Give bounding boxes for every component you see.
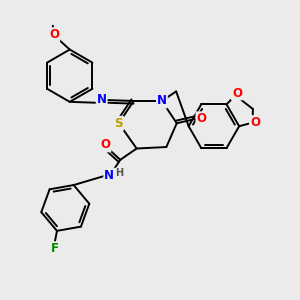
- Text: O: O: [250, 116, 260, 129]
- Text: H: H: [115, 169, 123, 178]
- Text: S: S: [115, 117, 123, 130]
- Text: N: N: [104, 169, 114, 182]
- Text: N: N: [157, 94, 167, 107]
- Text: F: F: [51, 242, 58, 255]
- Text: O: O: [196, 112, 206, 125]
- Text: O: O: [49, 28, 59, 41]
- Text: O: O: [232, 86, 242, 100]
- Text: O: O: [100, 138, 110, 152]
- Text: N: N: [97, 93, 107, 106]
